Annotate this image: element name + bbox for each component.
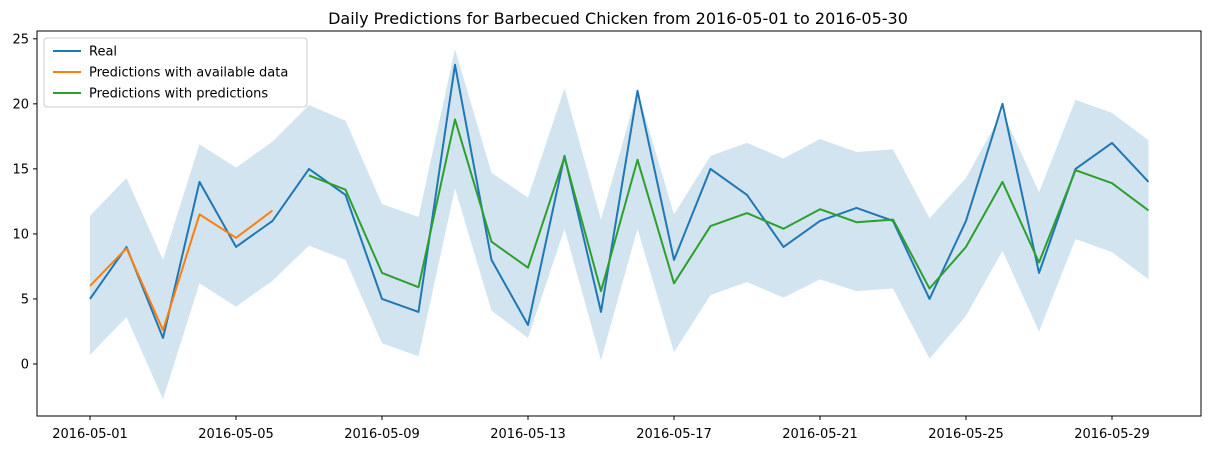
y-tick-label: 10 (12, 227, 29, 242)
series-line-1 (89, 63, 1150, 339)
x-axis: 2016-05-01 2016-05-05 2016-05-09 2016-05-13… (52, 416, 1150, 442)
plot-area (89, 49, 1150, 400)
legend-label: Predictions with predictions (89, 87, 268, 102)
legend: Real Predictions with available data Predi… (43, 37, 308, 108)
x-tick-label: 2016-05-05 (198, 427, 274, 442)
x-tick-label: 2016-05-29 (1074, 427, 1150, 442)
y-tick-label: 15 (12, 162, 29, 177)
y-tick-label: 0 (21, 357, 29, 372)
legend-label: Real (89, 45, 117, 60)
plot-frame (36, 30, 1202, 417)
x-tick-label: 2016-05-21 (782, 427, 858, 442)
y-axis: 0 5 10 15 20 25 (12, 32, 37, 372)
y-tick-label: 20 (12, 97, 29, 112)
legend-label: Predictions with available data (89, 66, 288, 81)
series-line-3 (308, 118, 1150, 293)
x-tick-label: 2016-05-25 (928, 427, 1004, 442)
x-tick-label: 2016-05-01 (52, 427, 128, 442)
series-line-2 (89, 209, 274, 332)
x-tick-label: 2016-05-17 (636, 427, 712, 442)
chart-title: Daily Predictions for Barbecued Chicken … (328, 9, 908, 28)
y-tick-label: 25 (12, 32, 29, 47)
legend-box (43, 37, 308, 108)
y-tick-label: 5 (21, 292, 29, 307)
x-tick-label: 2016-05-13 (490, 427, 566, 442)
x-tick-label: 2016-05-09 (344, 427, 420, 442)
